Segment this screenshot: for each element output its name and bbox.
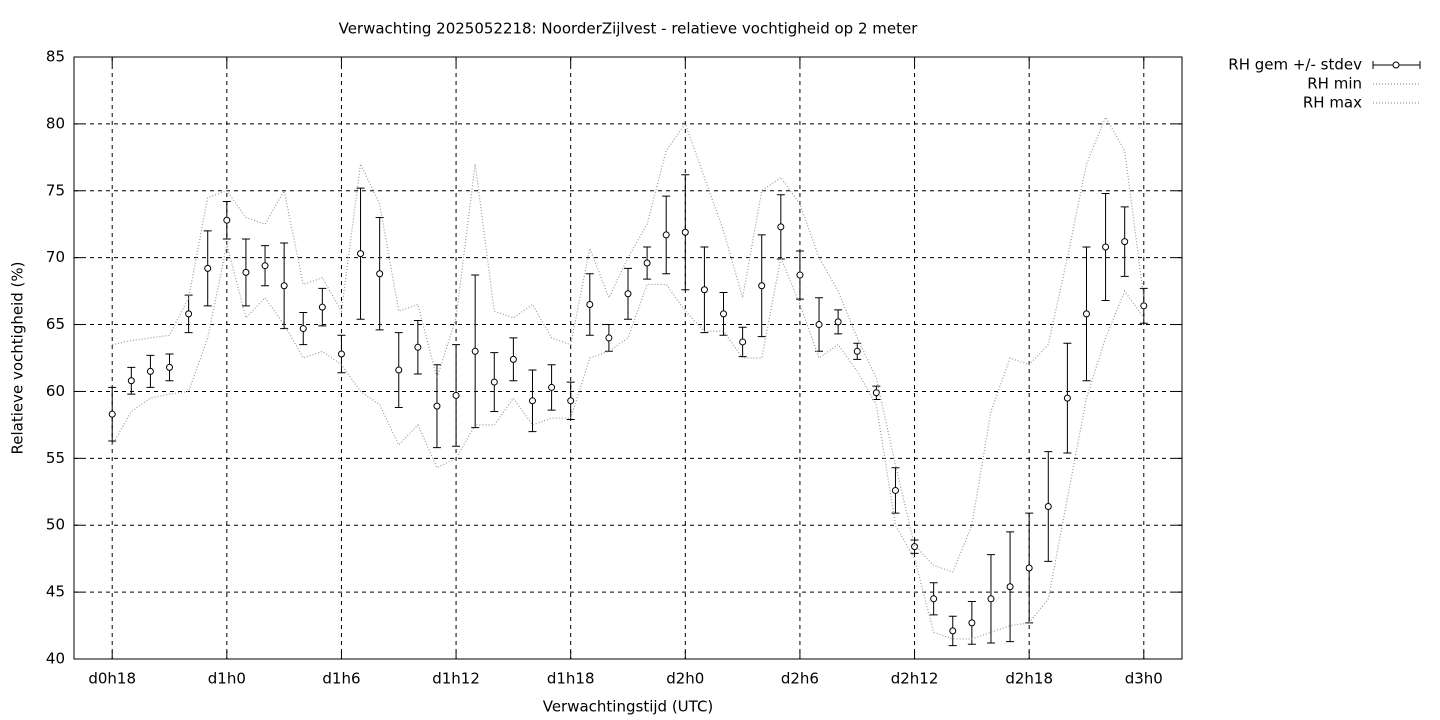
- mean-point: [1063, 394, 1071, 402]
- mean-point: [700, 286, 708, 294]
- mean-point: [280, 282, 288, 290]
- mean-point: [299, 325, 307, 333]
- x-tick-label: d2h6: [781, 670, 819, 688]
- legend-sample: [1392, 61, 1400, 69]
- mean-point: [796, 271, 804, 279]
- mean-point: [567, 397, 575, 405]
- x-tick-label: d3h0: [1125, 670, 1163, 688]
- mean-point: [815, 321, 823, 329]
- legend-label: RH gem +/- stdev: [1228, 56, 1362, 74]
- mean-point: [127, 377, 135, 385]
- mean-point: [1082, 310, 1090, 318]
- mean-point: [758, 282, 766, 290]
- x-tick-label: d1h18: [547, 670, 595, 688]
- mean-point: [853, 347, 861, 355]
- mean-point: [146, 367, 154, 375]
- mean-point: [1121, 238, 1129, 246]
- y-tick-label: 55: [46, 449, 65, 467]
- mean-point: [528, 397, 536, 405]
- y-tick-label: 80: [46, 114, 65, 132]
- y-tick-label: 50: [46, 516, 65, 534]
- mean-point: [223, 216, 231, 224]
- mean-point: [662, 231, 670, 239]
- mean-point: [911, 543, 919, 551]
- x-axis-label: Verwachtingstijd (UTC): [543, 698, 714, 716]
- plot-frame: [73, 56, 1183, 660]
- legend-label: RH min: [1307, 75, 1362, 93]
- mean-point: [605, 334, 613, 342]
- mean-point: [509, 355, 517, 363]
- y-tick-label: 40: [46, 650, 65, 668]
- mean-point: [1102, 243, 1110, 251]
- mean-point: [204, 264, 212, 272]
- mean-point: [739, 338, 747, 346]
- y-tick-label: 85: [46, 48, 65, 66]
- mean-point: [242, 268, 250, 276]
- mean-point: [261, 262, 269, 270]
- mean-point: [624, 290, 632, 298]
- x-tick-label: d1h6: [322, 670, 360, 688]
- mean-point: [452, 391, 460, 399]
- mean-point: [586, 300, 594, 308]
- mean-point: [1025, 564, 1033, 572]
- mean-point: [930, 595, 938, 603]
- chart-title: Verwachting 2025052218: NoorderZijlvest …: [339, 20, 919, 38]
- mean-point: [834, 318, 842, 326]
- mean-point: [1044, 502, 1052, 510]
- mean-point: [318, 303, 326, 311]
- mean-point: [872, 389, 880, 397]
- x-tick-label: d1h0: [208, 670, 246, 688]
- x-tick-label: d2h18: [1005, 670, 1053, 688]
- mean-point: [376, 270, 384, 278]
- y-tick-label: 60: [46, 382, 65, 400]
- mean-point: [471, 347, 479, 355]
- y-tick-label: 70: [46, 248, 65, 266]
- mean-point: [681, 228, 689, 236]
- range-line: [111, 244, 1145, 640]
- mean-point: [433, 402, 441, 410]
- x-tick-label: d2h12: [891, 670, 939, 688]
- legend-label: RH max: [1303, 94, 1362, 112]
- mean-point: [166, 363, 174, 371]
- mean-point: [949, 627, 957, 635]
- mean-point: [968, 619, 976, 627]
- mean-point: [337, 350, 345, 358]
- x-tick-label: d1h12: [432, 670, 480, 688]
- mean-point: [720, 310, 728, 318]
- mean-point: [357, 250, 365, 258]
- y-tick-label: 65: [46, 315, 65, 333]
- mean-point: [548, 383, 556, 391]
- mean-point: [490, 378, 498, 386]
- x-tick-label: d0h18: [88, 670, 136, 688]
- mean-point: [185, 310, 193, 318]
- mean-point: [891, 486, 899, 494]
- x-tick-label: d2h0: [666, 670, 704, 688]
- mean-point: [414, 343, 422, 351]
- mean-point: [643, 259, 651, 267]
- range-line: [112, 115, 1145, 573]
- y-tick-label: 45: [46, 583, 65, 601]
- mean-point: [777, 223, 785, 231]
- mean-point: [395, 366, 403, 374]
- mean-point: [108, 410, 116, 418]
- mean-point: [987, 595, 995, 603]
- mean-point: [1140, 302, 1148, 310]
- y-axis-label: Relatieve vochtigheid (%): [9, 261, 27, 454]
- y-tick-label: 75: [46, 181, 65, 199]
- mean-point: [1006, 583, 1014, 591]
